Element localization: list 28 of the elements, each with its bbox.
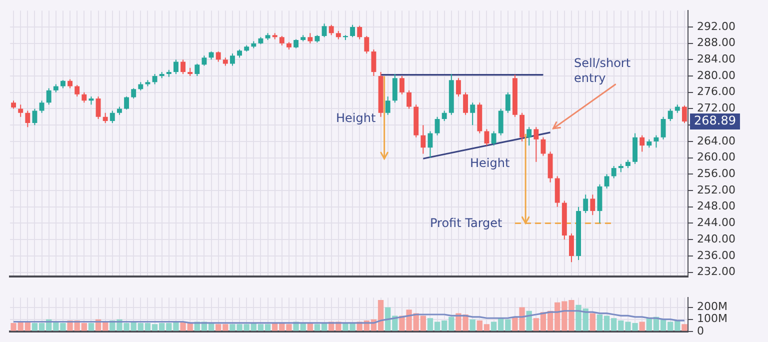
y-tick-label: 244.00 (697, 216, 736, 230)
y-tick-label: 252.00 (697, 183, 736, 196)
y-tick-label: 264.00 (697, 134, 736, 148)
y-tick-label: 292.00 (697, 20, 736, 33)
y-tick-label: 288.00 (697, 36, 736, 50)
annotation: Profit Target (430, 216, 504, 231)
bar (88, 322, 94, 331)
y-tick-label: 232.00 (697, 265, 736, 278)
annotation: Height (336, 111, 377, 126)
y-tick-label: 0 (697, 324, 704, 338)
y-tick-label: 240.00 (697, 232, 736, 246)
y-tick-label: 260.00 (697, 150, 736, 164)
bar (682, 324, 688, 331)
bar (639, 322, 645, 331)
text: 268.89 (694, 114, 736, 128)
y-tick-label: 276.00 (697, 85, 736, 98)
bar (590, 313, 596, 331)
annotation: Sell/short entry (574, 56, 632, 86)
y-tick-label: 248.00 (697, 200, 736, 213)
y-tick-label: 272.00 (697, 102, 736, 115)
y-tick-label: 256.00 (697, 167, 736, 180)
y-tick-label: 236.00 (697, 248, 736, 262)
y-tick-label: 280.00 (697, 68, 736, 82)
y-tick-label: 100M (697, 312, 728, 326)
annotation: Height (470, 156, 511, 171)
bar (470, 319, 476, 331)
y-tick-label: 200M (697, 300, 728, 314)
y-tick-label: 284.00 (697, 52, 736, 66)
